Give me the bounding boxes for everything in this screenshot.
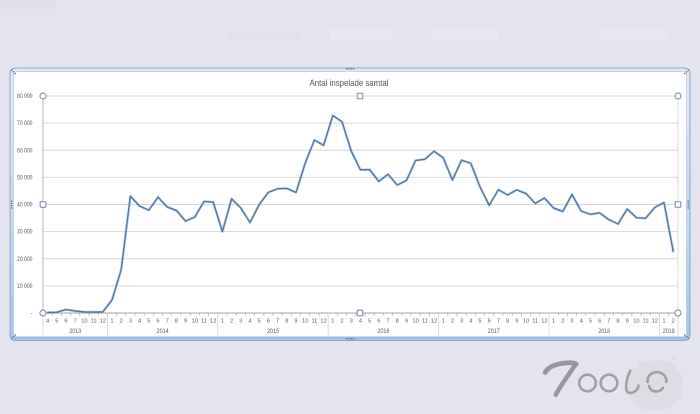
svg-text:12: 12 [541,318,547,324]
svg-text:10: 10 [523,318,529,324]
svg-text:6: 6 [64,318,67,324]
svg-text:11: 11 [532,318,538,324]
svg-text:11: 11 [311,318,317,324]
svg-text:11: 11 [422,318,428,324]
svg-text:1: 1 [110,318,113,324]
svg-text:10: 10 [633,318,639,324]
svg-text:4: 4 [138,318,141,324]
svg-text:Antal inspelade samtal: Antal inspelade samtal [310,78,389,89]
svg-text:2: 2 [451,318,454,324]
svg-text:2016: 2016 [377,328,389,335]
svg-text:9: 9 [515,318,518,324]
svg-text:2: 2 [120,318,123,324]
svg-text:12: 12 [210,318,216,324]
svg-text:6: 6 [488,318,491,324]
svg-text:9: 9 [626,318,629,324]
svg-text:5: 5 [258,318,261,324]
svg-text:7: 7 [74,318,77,324]
svg-text:12: 12 [431,318,437,324]
svg-text:8: 8 [175,318,178,324]
svg-text:5: 5 [147,318,150,324]
svg-text:5: 5 [55,318,58,324]
svg-text:6: 6 [156,318,159,324]
svg-text:1: 1 [221,318,224,324]
svg-text:3: 3 [350,318,353,324]
svg-text:2017: 2017 [488,328,500,335]
svg-text:40 000: 40 000 [17,202,33,209]
svg-text:4: 4 [580,318,583,324]
svg-text:10 000: 10 000 [17,283,33,290]
svg-text:1: 1 [331,318,334,324]
svg-text:3: 3 [129,318,132,324]
svg-text:6: 6 [377,318,380,324]
svg-text:2: 2 [672,318,675,324]
svg-text:2019: 2019 [663,328,675,335]
svg-text:4: 4 [248,318,251,324]
svg-text:9: 9 [294,318,297,324]
svg-text:2: 2 [340,318,343,324]
svg-text:20 000: 20 000 [17,256,33,263]
svg-text:5: 5 [368,318,371,324]
svg-text:2: 2 [561,318,564,324]
svg-text:4: 4 [46,318,49,324]
svg-text:5: 5 [589,318,592,324]
svg-text:7: 7 [276,318,279,324]
svg-text:6: 6 [267,318,270,324]
svg-text:8: 8 [616,318,619,324]
svg-text:11: 11 [643,318,649,324]
svg-text:6: 6 [598,318,601,324]
svg-text:2018: 2018 [598,328,610,335]
svg-text:11: 11 [91,318,97,324]
svg-text:-: - [30,310,32,317]
svg-text:8: 8 [396,318,399,324]
svg-text:10: 10 [412,318,418,324]
svg-text:10: 10 [81,318,87,324]
svg-text:30 000: 30 000 [17,229,33,236]
svg-text:7: 7 [607,318,610,324]
svg-text:2013: 2013 [69,328,81,335]
svg-text:50 000: 50 000 [17,174,33,181]
svg-text:11: 11 [201,318,207,324]
svg-text:1: 1 [662,318,665,324]
svg-text:9: 9 [184,318,187,324]
svg-text:2014: 2014 [157,328,169,335]
svg-text:4: 4 [469,318,472,324]
svg-text:2: 2 [230,318,233,324]
svg-text:8: 8 [285,318,288,324]
svg-text:7: 7 [497,318,500,324]
svg-text:7: 7 [166,318,169,324]
svg-text:12: 12 [320,318,326,324]
svg-text:1: 1 [442,318,445,324]
svg-text:10: 10 [192,318,198,324]
svg-text:12: 12 [652,318,658,324]
svg-text:4: 4 [359,318,362,324]
svg-text:60 000: 60 000 [17,147,33,154]
svg-text:12: 12 [100,318,106,324]
svg-text:3: 3 [570,318,573,324]
svg-text:8: 8 [506,318,509,324]
svg-text:10: 10 [302,318,308,324]
svg-text:2015: 2015 [267,328,279,335]
svg-text:80 000: 80 000 [17,93,33,100]
svg-text:1: 1 [552,318,555,324]
svg-text:3: 3 [239,318,242,324]
svg-text:9: 9 [405,318,408,324]
svg-text:5: 5 [478,318,481,324]
svg-text:7: 7 [386,318,389,324]
svg-text:3: 3 [460,318,463,324]
svg-text:70 000: 70 000 [17,120,33,127]
